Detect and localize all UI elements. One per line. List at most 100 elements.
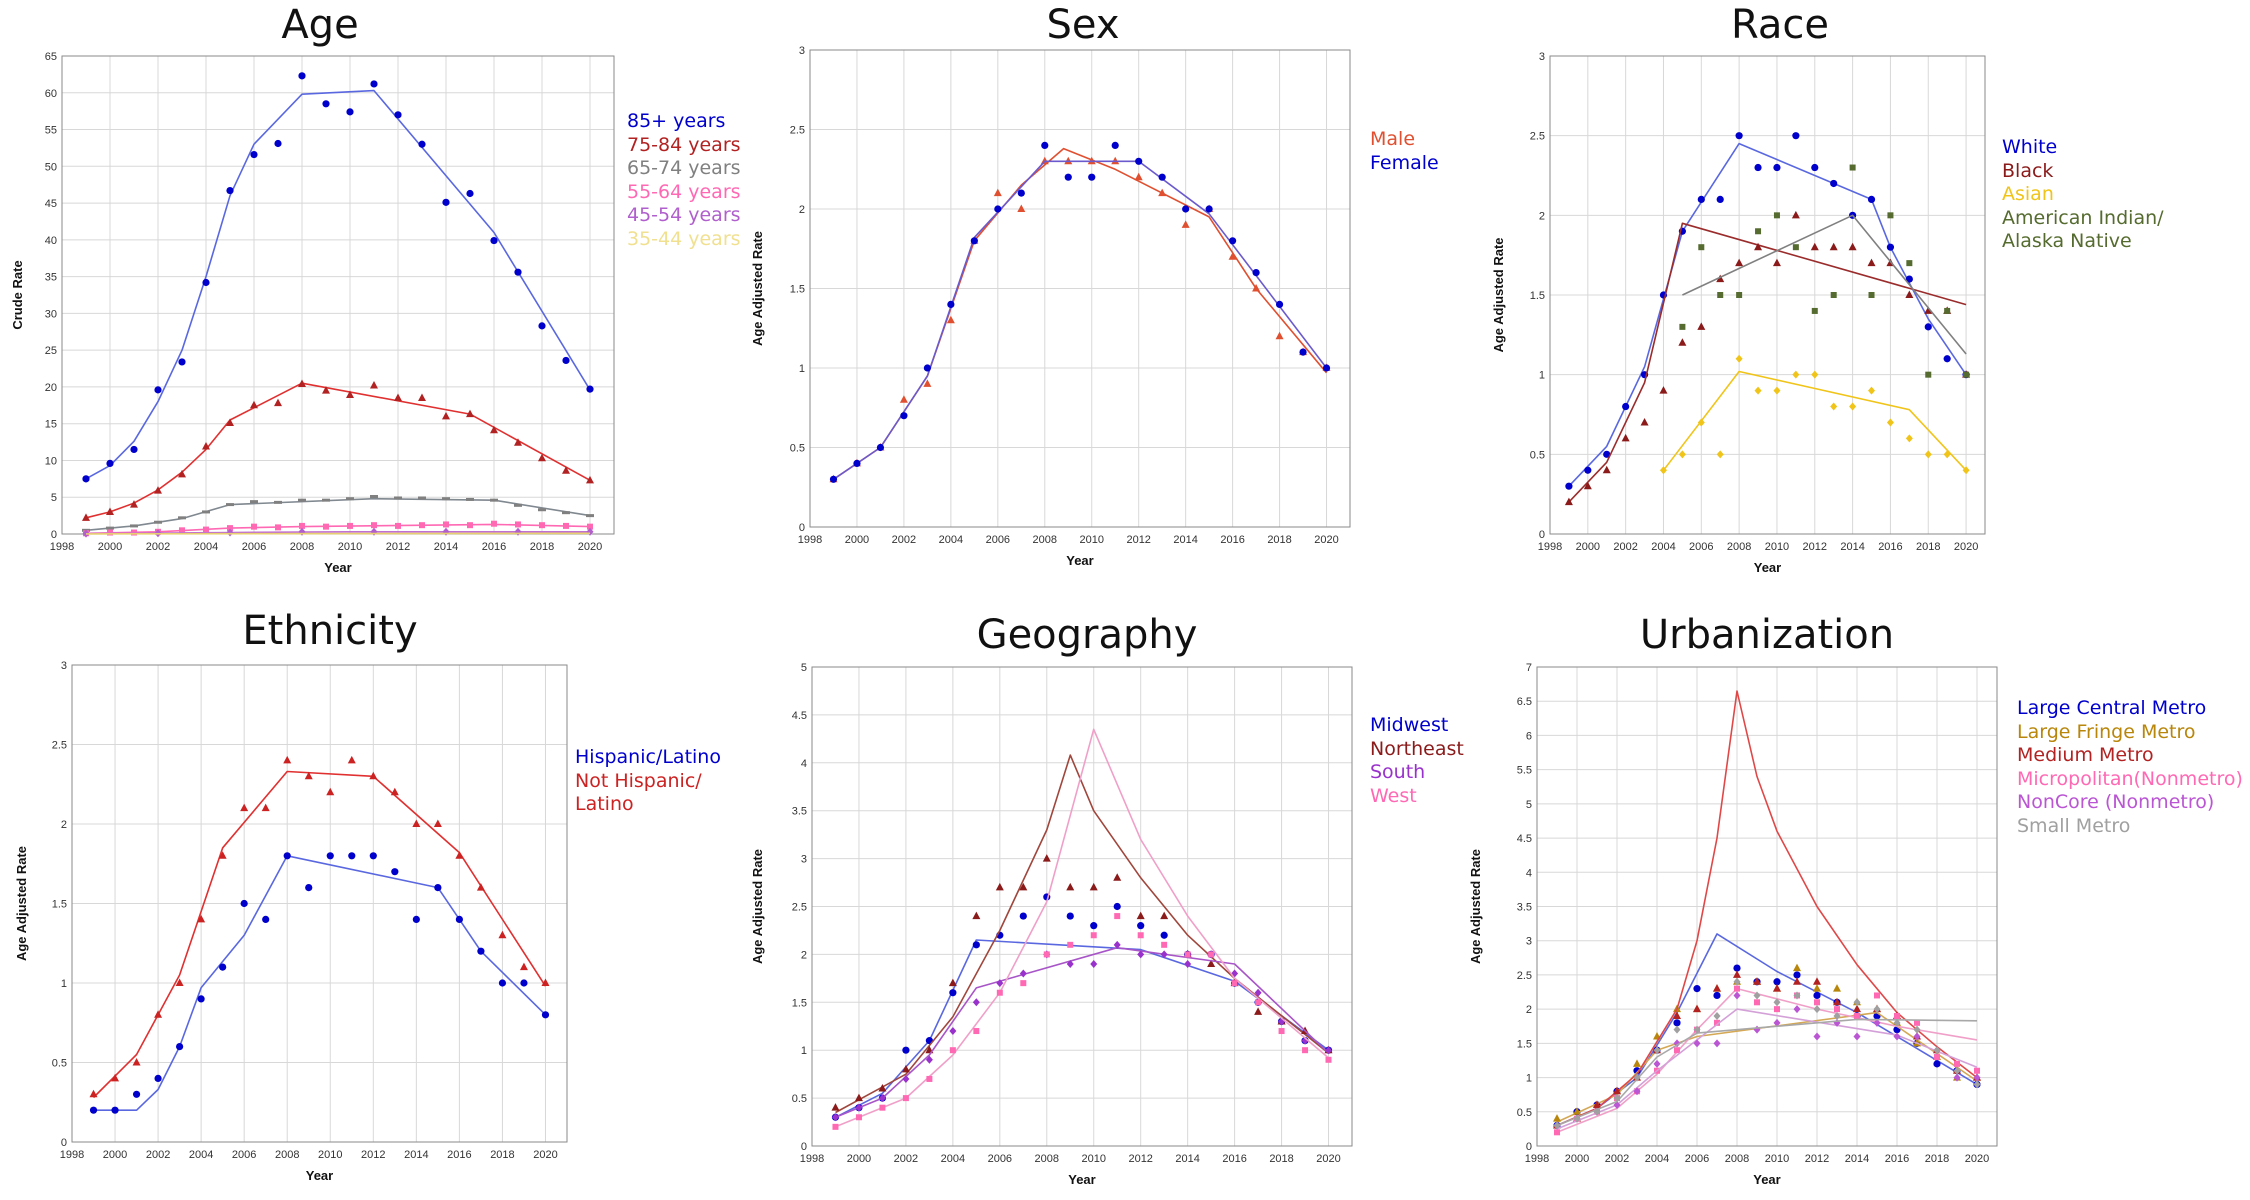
geography-data-point xyxy=(1137,950,1145,959)
age-data-point xyxy=(394,393,402,401)
urbanization-data-point xyxy=(1693,1025,1701,1034)
race-x-tick-label: 2004 xyxy=(1651,541,1675,553)
sex-data-point xyxy=(1017,204,1026,212)
geography-data-point xyxy=(902,1046,910,1054)
geography-data-point xyxy=(996,989,1003,996)
age-data-point xyxy=(202,278,210,287)
legend-entry: Latino xyxy=(575,793,634,815)
ethnicity-data-point xyxy=(498,979,507,987)
urbanization-data-point xyxy=(1833,997,1841,1006)
race-data-point xyxy=(1640,417,1649,426)
urbanization-data-point xyxy=(1913,1025,1921,1034)
race-data-point xyxy=(1773,212,1780,219)
age-data-point xyxy=(443,521,449,528)
race-data-point xyxy=(1754,242,1763,251)
age-data-point xyxy=(515,521,521,528)
age-plot-area xyxy=(61,55,615,535)
geography-data-point xyxy=(1161,941,1168,948)
urbanization-trend-line xyxy=(1556,1018,1978,1127)
race-data-point xyxy=(1772,258,1781,267)
race-data-point xyxy=(1886,418,1894,427)
legend-entry: Male xyxy=(1370,128,1416,150)
sex-chart-title: Sex xyxy=(1046,2,1120,48)
race-x-tick-label: 2020 xyxy=(1954,541,1978,553)
age-data-point xyxy=(346,497,354,501)
age-data-point xyxy=(418,393,426,401)
race-data-point xyxy=(1716,195,1724,203)
geography-data-point xyxy=(832,1123,839,1130)
age-data-point xyxy=(346,108,354,116)
age-data-point xyxy=(514,503,522,507)
urbanization-y-tick-label: 7 xyxy=(1526,662,1532,674)
ethnicity-data-point xyxy=(176,1043,184,1051)
race-x-tick-label: 2006 xyxy=(1689,541,1713,553)
age-data-point xyxy=(322,100,330,108)
ethnicity-y-tick-label: 2 xyxy=(61,819,67,831)
age-data-point xyxy=(154,486,162,494)
ethnicity-data-point xyxy=(175,978,184,986)
age-y-tick-label: 50 xyxy=(45,161,57,173)
ethnicity-data-point xyxy=(132,1058,141,1066)
race-data-point xyxy=(1792,370,1800,379)
age-data-point xyxy=(274,500,282,504)
urbanization-plot-border xyxy=(1536,666,1998,1147)
geography-chart-title: Geography xyxy=(976,612,1198,658)
race-data-point xyxy=(1905,275,1913,283)
age-data-point xyxy=(299,522,305,529)
race-y-axis-label: Age Adjusted Rate xyxy=(1491,237,1506,352)
geography-data-point xyxy=(1325,1056,1332,1063)
geography-data-point xyxy=(1136,911,1145,920)
geography-data-point xyxy=(1184,959,1192,968)
urbanization-data-point xyxy=(1713,1039,1721,1048)
ethnicity-data-point xyxy=(262,915,270,924)
geography-data-point xyxy=(1066,882,1075,891)
urbanization-data-point xyxy=(1733,970,1741,978)
sex-x-tick-label: 2012 xyxy=(1126,534,1150,546)
race-chart-title: Race xyxy=(1730,2,1830,48)
geography-data-point xyxy=(995,882,1004,891)
geography-data-point xyxy=(831,1113,839,1122)
sex-data-point xyxy=(970,237,978,245)
ethnicity-data-point xyxy=(477,947,485,955)
urbanization-data-point xyxy=(1573,1107,1581,1115)
age-x-tick-label: 2014 xyxy=(434,541,458,553)
race-x-tick-label: 2008 xyxy=(1727,541,1751,553)
sex-data-point xyxy=(993,188,1002,197)
urbanization-trend-line xyxy=(1556,987,1978,1134)
ethnicity-legend: Hispanic/Latino Not Hispanic/Latino xyxy=(575,746,721,817)
age-data-point xyxy=(586,514,594,518)
ethnicity-y-tick-label: 0 xyxy=(61,1137,67,1149)
race-data-point xyxy=(1811,370,1819,379)
sex-data-point xyxy=(923,379,932,387)
legend-entry: West xyxy=(1370,784,1417,807)
age-data-point xyxy=(203,526,209,533)
geography-y-tick-label: 3 xyxy=(801,854,807,866)
geography-data-point xyxy=(949,1047,956,1054)
race-data-point xyxy=(1830,179,1838,188)
race-data-point xyxy=(1621,433,1630,442)
ethnicity-x-tick-label: 2012 xyxy=(361,1149,385,1161)
urbanization-data-point xyxy=(1814,999,1820,1006)
geography-y-axis-label: Age Adjusted Rate xyxy=(750,849,765,964)
ethnicity-x-tick-label: 2002 xyxy=(146,1149,170,1161)
urbanization-data-point xyxy=(1874,992,1880,999)
race-x-tick-label: 2014 xyxy=(1840,541,1864,553)
ethnicity-data-point xyxy=(434,884,442,892)
age-data-point xyxy=(466,189,474,198)
geography-data-point xyxy=(1137,922,1145,930)
ethnicity-x-tick-label: 1998 xyxy=(60,1149,84,1161)
urbanization-data-point xyxy=(1793,991,1801,1000)
urbanization-data-point xyxy=(1854,1012,1860,1019)
geography-data-point xyxy=(1066,912,1074,920)
geography-data-point xyxy=(973,1028,980,1035)
urbanization-data-point xyxy=(1773,1018,1781,1027)
age-data-point xyxy=(490,236,498,245)
geography-data-point xyxy=(1254,1007,1263,1015)
ethnicity-data-point xyxy=(455,851,464,859)
sex-data-point xyxy=(994,205,1002,213)
age-y-tick-label: 10 xyxy=(45,455,57,467)
geography-data-point xyxy=(1066,959,1074,968)
sex-data-point xyxy=(829,475,838,483)
geography-series-1 xyxy=(831,754,1333,1114)
sex-data-point xyxy=(1228,252,1237,260)
